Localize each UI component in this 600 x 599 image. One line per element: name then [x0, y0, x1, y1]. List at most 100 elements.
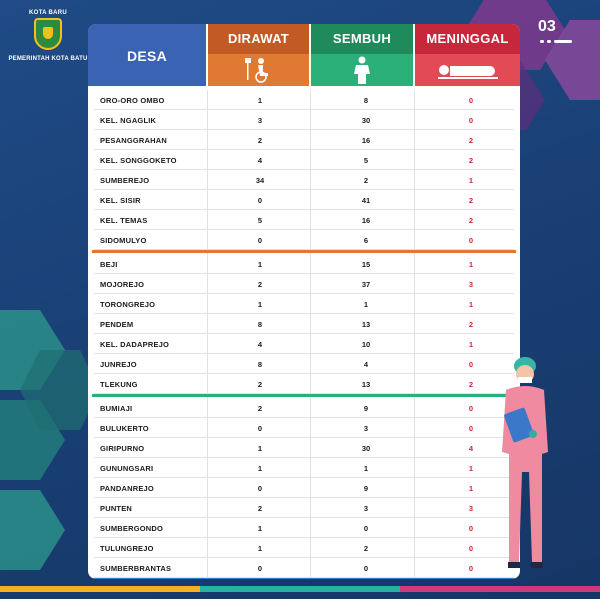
meninggal-value-cell: 0: [468, 96, 474, 105]
table-header: DESA DIRAWAT SEMBUH: [88, 24, 520, 86]
village-name-cell: KEL. TEMAS: [100, 216, 148, 225]
column-header-dirawat: DIRAWAT: [208, 24, 309, 86]
dirawat-value-cell: 2: [257, 136, 263, 145]
sembuh-value-cell: 9: [363, 404, 369, 413]
village-name-cell: PENDEM: [100, 320, 134, 329]
village-name-cell: KEL. SISIR: [100, 196, 141, 205]
table-row: SIDOMULYO 0 6 0: [88, 230, 520, 250]
group-separator: [92, 394, 516, 397]
dirawat-value-cell: 1: [257, 300, 263, 309]
village-name-cell: JUNREJO: [100, 360, 137, 369]
dirawat-value-cell: 0: [257, 484, 263, 493]
meninggal-value-cell: 0: [468, 360, 474, 369]
column-header-meninggal-label: MENINGGAL: [426, 31, 509, 46]
meninggal-value-cell: 2: [468, 216, 474, 225]
sembuh-value-cell: 16: [361, 136, 371, 145]
village-name-cell: BUMIAJI: [100, 404, 133, 413]
dirawat-value-cell: 34: [255, 176, 265, 185]
village-name-cell: SUMBERBRANTAS: [100, 564, 172, 573]
dirawat-value-cell: 0: [257, 564, 263, 573]
village-name-cell: SIDOMULYO: [100, 236, 147, 245]
table-row: TORONGREJO 1 1 1: [88, 294, 520, 314]
data-table-card: DESA DIRAWAT SEMBUH: [88, 24, 520, 579]
table-row: KEL. SONGGOKETO 4 5 2: [88, 150, 520, 170]
sembuh-value-cell: 0: [363, 524, 369, 533]
table-row: SUMBERBRANTAS 0 0 0: [88, 558, 520, 578]
column-header-sembuh-label: SEMBUH: [332, 31, 392, 46]
dirawat-value-cell: 0: [257, 236, 263, 245]
sembuh-value-cell: 6: [363, 236, 369, 245]
sembuh-value-cell: 3: [363, 424, 369, 433]
village-name-cell: KEL. SONGGOKETO: [100, 156, 177, 165]
sembuh-value-cell: 4: [363, 360, 369, 369]
village-name-cell: TLEKUNG: [100, 380, 138, 389]
village-name-cell: BULUKERTO: [100, 424, 149, 433]
sembuh-value-cell: 3: [363, 504, 369, 513]
sembuh-value-cell: 1: [363, 464, 369, 473]
village-name-cell: GUNUNGSARI: [100, 464, 154, 473]
dirawat-value-cell: 1: [257, 544, 263, 553]
table-row: BULUKERTO 0 3 0: [88, 418, 520, 438]
page-indicator-dots: [540, 40, 572, 43]
meninggal-value-cell: 1: [468, 484, 474, 493]
sembuh-value-cell: 1: [363, 300, 369, 309]
recovered-person-icon: [354, 56, 370, 84]
sembuh-value-cell: 13: [361, 320, 371, 329]
group-separator: [92, 250, 516, 253]
sembuh-value-cell: 15: [361, 260, 371, 269]
table-row: ORO-ORO OMBO 1 8 0: [88, 90, 520, 110]
sembuh-value-cell: 2: [363, 176, 369, 185]
sembuh-value-cell: 5: [363, 156, 369, 165]
sembuh-value-cell: 30: [361, 116, 371, 125]
column-header-sembuh: SEMBUH: [311, 24, 413, 86]
dirawat-value-cell: 2: [257, 504, 263, 513]
village-name-cell: ORO-ORO OMBO: [100, 96, 165, 105]
table-body: ORO-ORO OMBO 1 8 0 KEL. NGAGLIK 3 30 0 PESANGGRA…: [88, 90, 520, 579]
sembuh-value-cell: 10: [361, 340, 371, 349]
village-name-cell: KEL. NGAGLIK: [100, 116, 157, 125]
column-header-desa: DESA: [88, 24, 206, 86]
sembuh-value-cell: 8: [363, 96, 369, 105]
meninggal-value-cell: 1: [468, 464, 474, 473]
column-header-meninggal: MENINGGAL: [415, 24, 520, 86]
sembuh-value-cell: 37: [361, 280, 371, 289]
meninggal-value-cell: 0: [468, 424, 474, 433]
table-row: GUNUNGSARI 1 1 1: [88, 458, 520, 478]
table-row: PUNTEN 2 3 3: [88, 498, 520, 518]
meninggal-value-cell: 1: [468, 340, 474, 349]
dirawat-value-cell: 0: [257, 196, 263, 205]
sembuh-value-cell: 9: [363, 484, 369, 493]
sembuh-value-cell: 16: [361, 216, 371, 225]
meninggal-value-cell: 1: [468, 260, 474, 269]
meninggal-value-cell: 1: [468, 176, 474, 185]
table-row: BEJI 1 15 1: [88, 254, 520, 274]
sembuh-value-cell: 30: [361, 444, 371, 453]
meninggal-value-cell: 3: [468, 280, 474, 289]
page-number: 03: [538, 18, 556, 35]
dirawat-value-cell: 4: [257, 340, 263, 349]
table-row: KEL. TEMAS 5 16 2: [88, 210, 520, 230]
dirawat-value-cell: 2: [257, 404, 263, 413]
logo-subtitle: PEMERINTAH KOTA BATU: [8, 56, 88, 62]
dirawat-value-cell: 1: [257, 260, 263, 269]
meninggal-value-cell: 0: [468, 404, 474, 413]
sembuh-value-cell: 2: [363, 544, 369, 553]
table-row: PESANGGRAHAN 2 16 2: [88, 130, 520, 150]
village-name-cell: PESANGGRAHAN: [100, 136, 167, 145]
table-row: TLEKUNG 2 13 2: [88, 374, 520, 394]
dirawat-value-cell: 2: [257, 280, 263, 289]
dirawat-value-cell: 2: [257, 380, 263, 389]
dirawat-value-cell: 5: [257, 216, 263, 225]
column-header-desa-label: DESA: [126, 48, 168, 64]
table-row: SUMBEREJO 34 2 1: [88, 170, 520, 190]
meninggal-value-cell: 0: [468, 564, 474, 573]
bottom-color-bar: [0, 586, 600, 592]
dirawat-value-cell: 3: [257, 116, 263, 125]
village-name-cell: SUMBERGONDO: [100, 524, 164, 533]
shield-emblem-icon: [34, 18, 62, 50]
table-row: PENDEM 8 13 2: [88, 314, 520, 334]
table-row: KEL. NGAGLIK 3 30 0: [88, 110, 520, 130]
nurse-illustration: [502, 357, 548, 568]
wheelchair-patient-icon: [244, 58, 268, 83]
